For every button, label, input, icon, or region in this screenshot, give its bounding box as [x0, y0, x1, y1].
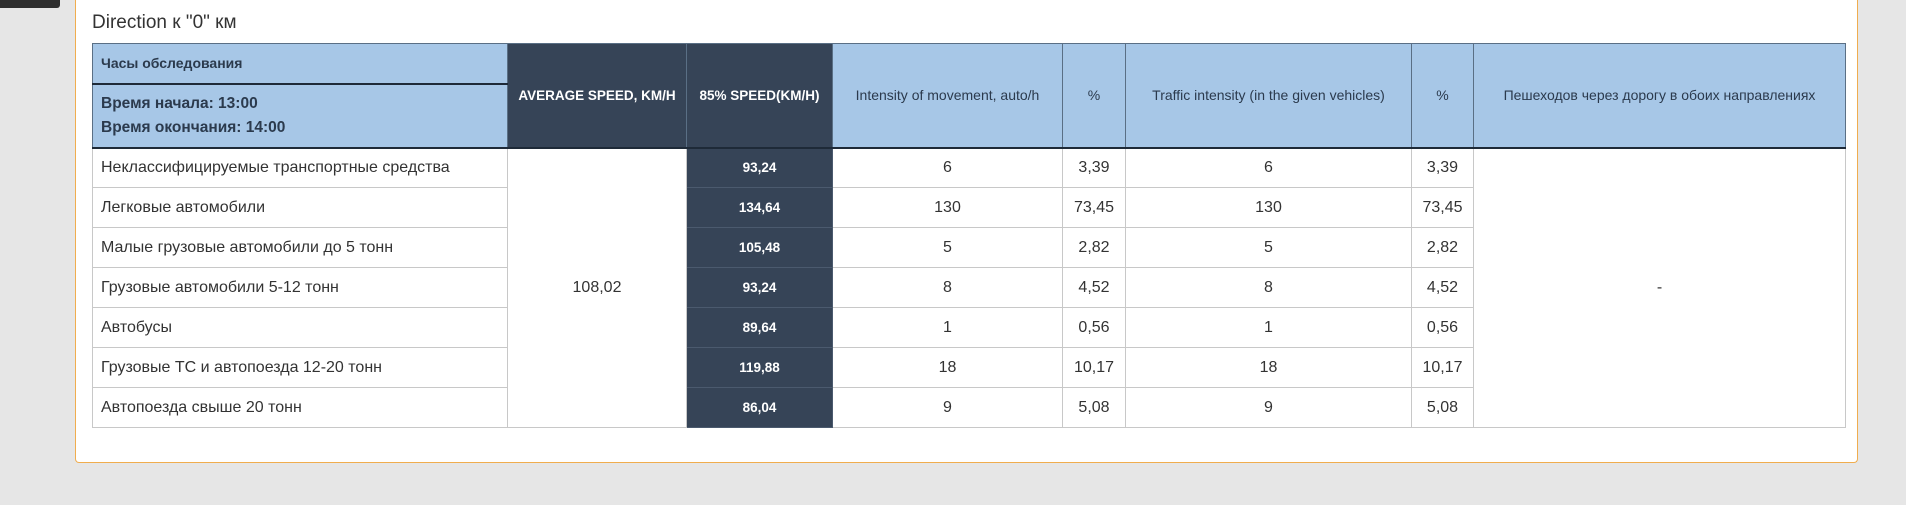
row-speed85: 89,64: [686, 307, 833, 348]
row-speed85: 93,24: [686, 147, 833, 188]
header-percent-1: %: [1062, 43, 1126, 149]
row-intensity: 1: [832, 307, 1063, 348]
row-percent-2: 2,82: [1411, 227, 1474, 268]
row-percent-1: 5,08: [1062, 387, 1126, 428]
start-time: Время начала: 13:00: [101, 94, 258, 112]
row-percent-2: 0,56: [1411, 307, 1474, 348]
row-percent-1: 4,52: [1062, 267, 1126, 308]
pedestrians-value: -: [1473, 147, 1846, 428]
row-percent-2: 5,08: [1411, 387, 1474, 428]
row-traffic: 6: [1125, 147, 1412, 188]
panel-title: Direction к "0" км: [92, 12, 237, 33]
row-traffic: 18: [1125, 347, 1412, 388]
table-row: Грузовые автомобили 5-12 тонн 93,24 8 4,…: [92, 267, 1846, 308]
row-speed85: 93,24: [686, 267, 833, 308]
header-pedestrians: Пешеходов через дорогу в обоих направлен…: [1473, 43, 1846, 149]
row-traffic: 5: [1125, 227, 1412, 268]
row-intensity: 9: [832, 387, 1063, 428]
header-traffic-intensity: Traffic intensity (in the given vehicles…: [1125, 43, 1412, 149]
row-category: Грузовые ТС и автопоезда 12-20 тонн: [92, 347, 508, 388]
row-percent-1: 3,39: [1062, 147, 1126, 188]
row-intensity: 5: [832, 227, 1063, 268]
row-intensity: 18: [832, 347, 1063, 388]
row-speed85: 86,04: [686, 387, 833, 428]
average-speed-value: 108,02: [507, 147, 687, 428]
row-category: Легковые автомобили: [92, 187, 508, 228]
table-row: Автобусы 89,64 1 0,56 1 0,56: [92, 307, 1846, 348]
row-category: Малые грузовые автомобили до 5 тонн: [92, 227, 508, 268]
table-row: Автопоезда свыше 20 тонн 86,04 9 5,08 9 …: [92, 387, 1846, 428]
row-category: Грузовые автомобили 5-12 тонн: [92, 267, 508, 308]
row-category: Автобусы: [92, 307, 508, 348]
row-category: Автопоезда свыше 20 тонн: [92, 387, 508, 428]
row-speed85: 134,64: [686, 187, 833, 228]
header-average-speed: AVERAGE SPEED, KM/H: [507, 43, 687, 149]
row-traffic: 9: [1125, 387, 1412, 428]
row-traffic: 130: [1125, 187, 1412, 228]
header-survey-hours: Часы обследования: [92, 43, 508, 85]
row-speed85: 119,88: [686, 347, 833, 388]
row-intensity: 6: [832, 147, 1063, 188]
row-percent-1: 0,56: [1062, 307, 1126, 348]
direction-panel: Direction к "0" км Часы обследования AVE…: [75, 0, 1858, 463]
survey-table: Часы обследования AVERAGE SPEED, KM/H 85…: [92, 43, 1846, 428]
end-time: Время окончания: 14:00: [101, 118, 286, 136]
row-percent-1: 73,45: [1062, 187, 1126, 228]
table-row: Малые грузовые автомобили до 5 тонн 105,…: [92, 227, 1846, 268]
row-percent-2: 10,17: [1411, 347, 1474, 388]
row-percent-2: 4,52: [1411, 267, 1474, 308]
header-percent-2: %: [1411, 43, 1474, 149]
row-intensity: 8: [832, 267, 1063, 308]
row-traffic: 8: [1125, 267, 1412, 308]
row-category: Неклассифицируемые транспортные средства: [92, 147, 508, 188]
table-row: Легковые автомобили 134,64 130 73,45 130…: [92, 187, 1846, 228]
corner-tab: [0, 0, 60, 8]
header-intensity: Intensity of movement, auto/h: [832, 43, 1063, 149]
table-row: Неклассифицируемые транспортные средства…: [92, 147, 1846, 428]
header-85-speed: 85% SPEED(KM/H): [686, 43, 833, 149]
header-time-range: Время начала: 13:00 Время окончания: 14:…: [92, 83, 508, 149]
row-traffic: 1: [1125, 307, 1412, 348]
row-percent-1: 2,82: [1062, 227, 1126, 268]
row-percent-2: 3,39: [1411, 147, 1474, 188]
row-percent-2: 73,45: [1411, 187, 1474, 228]
row-speed85: 105,48: [686, 227, 833, 268]
row-intensity: 130: [832, 187, 1063, 228]
row-percent-1: 10,17: [1062, 347, 1126, 388]
